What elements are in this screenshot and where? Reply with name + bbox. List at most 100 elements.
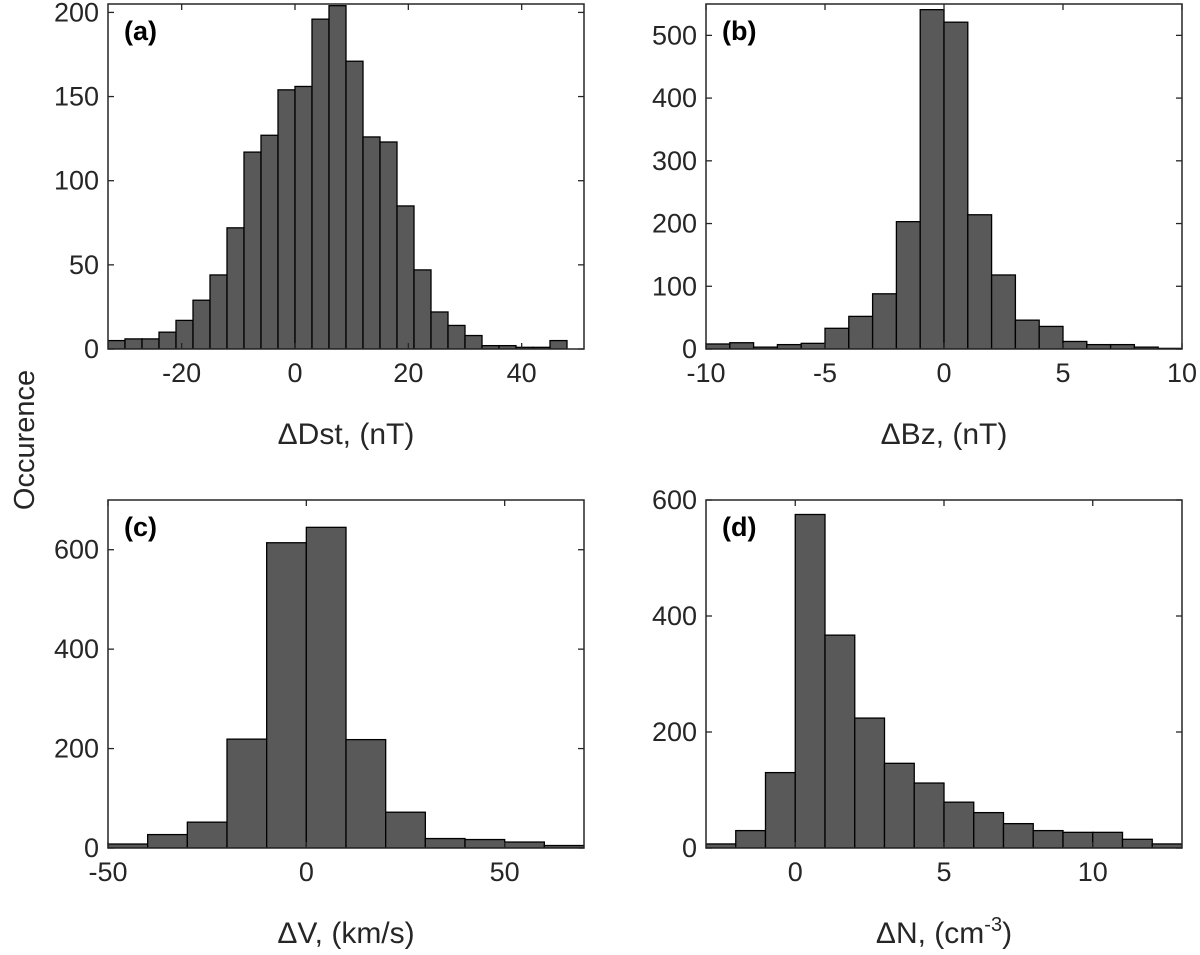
panel-c-bar [504, 841, 545, 848]
panel-d-bar [824, 634, 856, 848]
panel-a-bar [243, 151, 262, 349]
panel-c-bar [543, 844, 584, 848]
panel-a-y-tick-label: 0 [84, 334, 99, 364]
panel-a-bar [413, 269, 432, 349]
panel-b-y-tick-label: 500 [652, 20, 697, 50]
panel-b-y-tick-label: 100 [652, 271, 697, 301]
panel-d-bar [883, 762, 915, 848]
panel-a-y-tick-label: 200 [54, 0, 99, 27]
panel-c-bar [424, 837, 466, 848]
panel-b-bar [943, 21, 969, 349]
panel-b-bar [990, 274, 1017, 349]
panel-a-histogram: -20 0 20 40 0 50 100 150 200 (a) ΔDst, (nT) [54, 0, 585, 451]
panel-c-y-tick-label: 200 [54, 734, 99, 764]
panel-d-bar [1151, 843, 1182, 848]
panel-d-bar [854, 717, 886, 848]
panel-c-bar [226, 738, 268, 848]
panel-a-bar [260, 134, 279, 349]
panel-d-x-axis-label: ΔN, (cm-3) [876, 914, 1012, 950]
panel-a-x-tick-label: 0 [287, 358, 302, 388]
panel-a-x-tick-label: 20 [393, 358, 423, 388]
panel-a-bar [158, 331, 177, 349]
panel-a-bar [108, 339, 126, 349]
panel-a-y-tick-label: 150 [54, 82, 99, 112]
panel-a-bar [379, 141, 398, 349]
panel-c-bar [385, 811, 426, 848]
panel-d-histogram: 0 5 10 0 200 400 600 (d) ΔN, (cm-3) [652, 485, 1183, 950]
panel-a-x-tick-label: 40 [507, 358, 537, 388]
panel-d-bar [1062, 831, 1094, 848]
panel-d-bar [973, 811, 1005, 848]
panel-c-y-tick-label: 600 [54, 535, 99, 565]
panel-a-bar [209, 274, 228, 349]
panel-c-x-tick-label: 0 [299, 857, 314, 887]
panel-c-y-tick-label: 400 [54, 634, 99, 664]
panel-d-tag: (d) [722, 512, 756, 542]
panel-b-y-tick-label: 400 [652, 83, 697, 113]
panel-d-y-tick-label: 200 [652, 717, 697, 747]
panel-b-bar [1062, 340, 1088, 349]
panel-c-bar [464, 838, 506, 848]
panel-d-bar [1092, 831, 1124, 848]
panel-c-bar [147, 833, 188, 848]
panel-b-x-tick-label: 0 [936, 358, 951, 388]
panel-a-bar [447, 324, 466, 349]
panel-b-bar [967, 214, 993, 349]
panel-c-bar [305, 526, 347, 848]
panel-a-bar [141, 338, 160, 349]
panel-a-bar [226, 227, 245, 349]
panel-c-x-tick-label: 50 [490, 857, 520, 887]
panel-a-bar [311, 18, 330, 349]
panel-c-x-axis-label: ΔV, (km/s) [277, 917, 414, 950]
panel-c-tag: (c) [124, 512, 157, 542]
panel-b-bar [871, 293, 898, 349]
panel-a-bar [124, 338, 143, 349]
panel-c-y-tick-label: 0 [84, 833, 99, 863]
panel-a-y-tick-label: 50 [69, 250, 99, 280]
panel-a-bar [328, 5, 347, 349]
panel-b-bar [824, 327, 850, 349]
panel-d-bar [735, 829, 767, 848]
panel-c-bar [186, 821, 228, 848]
panel-a-bar [345, 60, 364, 349]
panel-b-tag: (b) [722, 16, 756, 46]
panel-a-bar [396, 205, 415, 349]
panel-b-y-tick-label: 0 [682, 334, 697, 364]
panel-a-bar [277, 89, 296, 349]
panel-b-bar [729, 342, 755, 349]
panel-a-x-tick-label: -20 [162, 358, 201, 388]
panel-d-y-tick-label: 600 [652, 485, 697, 515]
panel-a-axes-frame [107, 3, 585, 350]
panel-a-bar [464, 334, 483, 349]
panel-d-bars [706, 513, 1182, 848]
panel-a-bar [430, 311, 449, 349]
panel-b-bar [848, 315, 874, 349]
panel-c-axes-frame [107, 499, 585, 849]
panel-a-bars [108, 5, 568, 349]
panel-c-bars [108, 526, 584, 848]
panel-d-y-tick-label: 400 [652, 601, 697, 631]
panel-d-x-tick-label: 0 [788, 857, 803, 887]
panel-b-bar [1014, 319, 1040, 349]
panel-a-x-axis-label: ΔDst, (nT) [278, 418, 415, 451]
panel-b-x-tick-label: 10 [1167, 358, 1197, 388]
panel-a-bar [175, 319, 194, 349]
panel-a-bar [294, 85, 313, 349]
panel-b-x-tick-label: -5 [813, 358, 837, 388]
panel-c-bar [345, 738, 387, 848]
panel-d-bar [1032, 829, 1064, 848]
panel-b-bar [800, 342, 826, 349]
panel-d-bar [1002, 822, 1034, 848]
panel-b-bars [706, 8, 1182, 349]
panel-d-bar [913, 782, 945, 848]
panel-b-x-tick-label: -10 [686, 358, 725, 388]
panel-d-bar [943, 801, 975, 848]
panel-a-y-tick-label: 100 [54, 166, 99, 196]
panel-b-y-tick-label: 200 [652, 209, 697, 239]
panel-d-y-tick-label: 0 [682, 833, 697, 863]
panel-d-bar [794, 513, 826, 848]
panel-a-tag: (a) [124, 16, 157, 46]
panel-b-bar [895, 221, 921, 349]
panel-d-x-tick-label: 10 [1078, 857, 1108, 887]
